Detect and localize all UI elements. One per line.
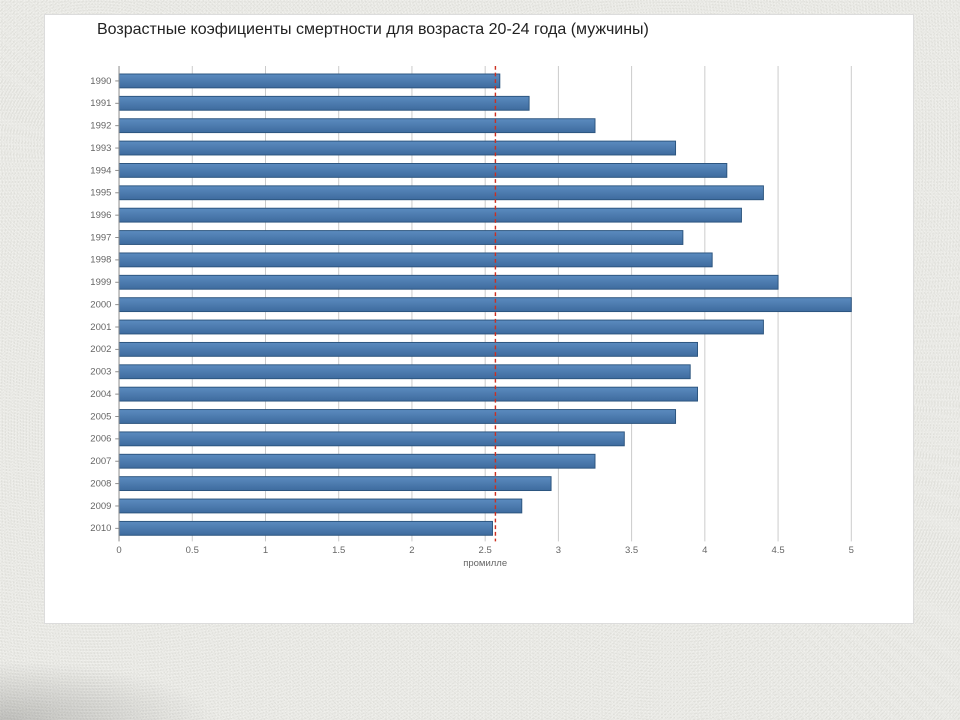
y-tick-label: 2002 bbox=[90, 344, 111, 355]
y-tick-label: 1993 bbox=[90, 143, 111, 154]
y-tick-label: 1994 bbox=[90, 165, 111, 176]
bar bbox=[119, 387, 697, 401]
x-tick-label: 5 bbox=[849, 545, 854, 556]
bar bbox=[119, 208, 741, 222]
bar bbox=[119, 320, 763, 334]
bar bbox=[119, 521, 492, 535]
x-tick-label: 1 bbox=[263, 545, 268, 556]
x-tick-label: 3.5 bbox=[625, 545, 638, 556]
bar bbox=[119, 342, 697, 356]
bar bbox=[119, 74, 500, 88]
y-tick-label: 1991 bbox=[90, 98, 111, 109]
x-tick-label: 3 bbox=[556, 545, 561, 556]
y-tick-label: 2003 bbox=[90, 367, 111, 378]
bar bbox=[119, 163, 727, 177]
y-tick-label: 1999 bbox=[90, 277, 111, 288]
chart-plot: 1990 1991 1992 1993 1994 1995 1996 1997 1998 1999… bbox=[81, 49, 857, 585]
x-tick-label: 4 bbox=[702, 545, 707, 556]
y-tick-label: 2000 bbox=[90, 299, 111, 310]
y-tick-label: 2001 bbox=[90, 322, 111, 333]
x-axis-title: промилле bbox=[463, 558, 507, 569]
bar bbox=[119, 298, 851, 312]
bar bbox=[119, 477, 551, 491]
y-tick-label: 1995 bbox=[90, 188, 111, 199]
bar bbox=[119, 432, 624, 446]
x-tick-label: 1.5 bbox=[332, 545, 345, 556]
x-tick-label: 0 bbox=[116, 545, 121, 556]
bar bbox=[119, 499, 522, 513]
bar bbox=[119, 231, 683, 245]
x-tick-label: 2 bbox=[409, 545, 414, 556]
y-tick-label: 2009 bbox=[90, 501, 111, 512]
chart-card: Возрастные коэфициенты смертности для во… bbox=[44, 14, 914, 624]
x-tick-label: 0.5 bbox=[186, 545, 199, 556]
bar bbox=[119, 96, 529, 110]
y-tick-label: 1990 bbox=[90, 76, 111, 87]
bar bbox=[119, 454, 595, 468]
bar bbox=[119, 253, 712, 267]
y-tick-label: 2007 bbox=[90, 456, 111, 467]
y-tick-label: 2008 bbox=[90, 478, 111, 489]
y-tick-label: 1996 bbox=[90, 210, 111, 221]
y-tick-label: 2005 bbox=[90, 411, 111, 422]
bar bbox=[119, 186, 763, 200]
y-tick-label: 2006 bbox=[90, 434, 111, 445]
bar bbox=[119, 141, 676, 155]
bar bbox=[119, 365, 690, 379]
y-tick-label: 1992 bbox=[90, 121, 111, 132]
x-tick-label: 2.5 bbox=[479, 545, 492, 556]
bar bbox=[119, 119, 595, 133]
y-tick-label: 1998 bbox=[90, 255, 111, 266]
y-tick-label: 2004 bbox=[90, 389, 111, 400]
bar bbox=[119, 275, 778, 289]
y-tick-label: 1997 bbox=[90, 232, 111, 243]
chart-title: Возрастные коэфициенты смертности для во… bbox=[45, 15, 913, 43]
y-tick-label: 2010 bbox=[90, 523, 111, 534]
bar bbox=[119, 410, 676, 424]
x-tick-label: 4.5 bbox=[771, 545, 784, 556]
